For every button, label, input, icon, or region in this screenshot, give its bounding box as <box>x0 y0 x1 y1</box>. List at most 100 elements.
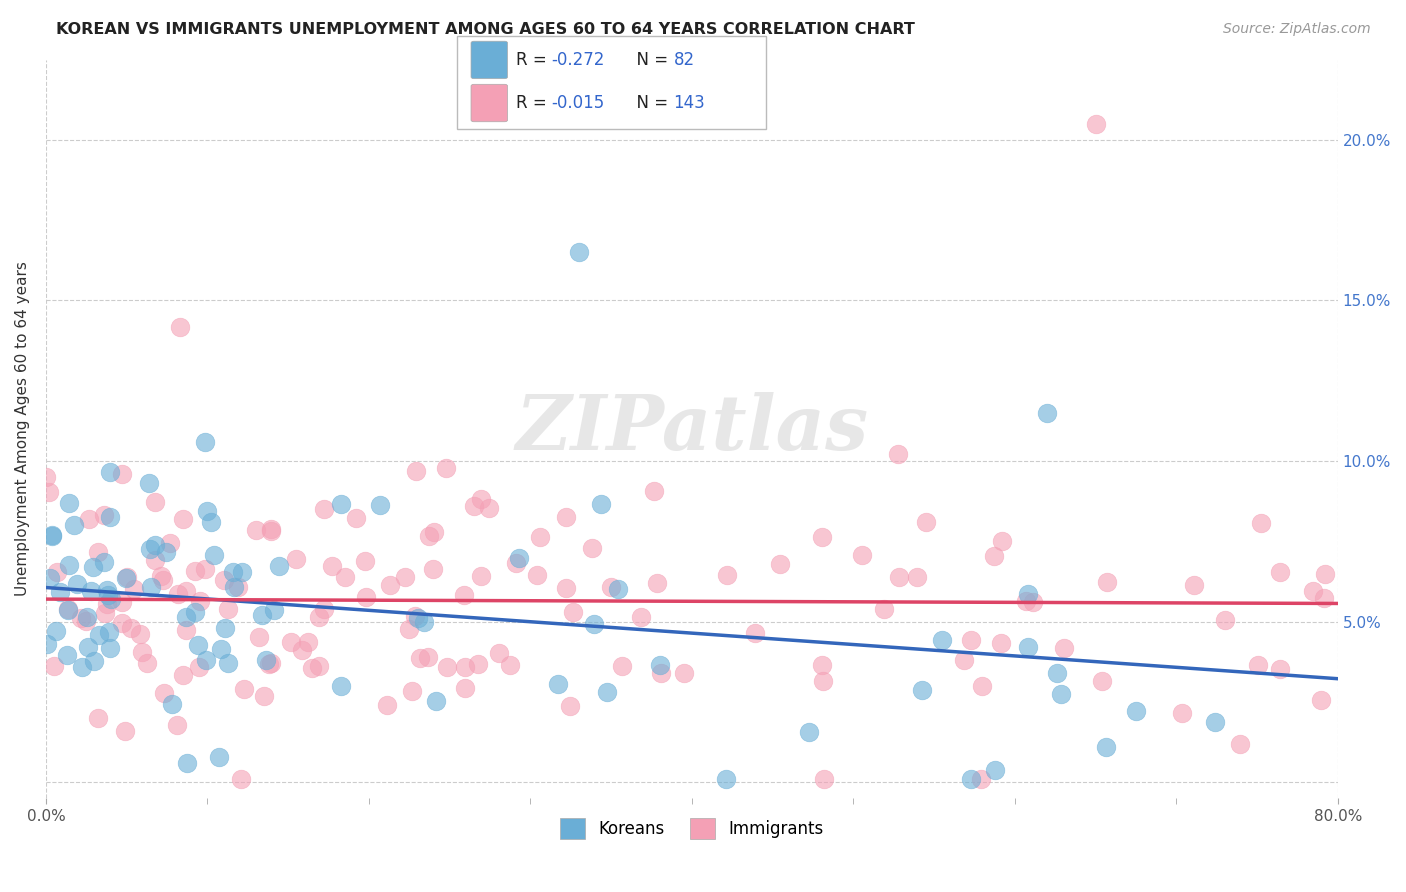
Point <box>217 656 239 670</box>
Point <box>152 686 174 700</box>
Point <box>135 656 157 670</box>
Point <box>1250 516 1272 530</box>
Point <box>98 466 121 480</box>
Point <box>1014 594 1036 608</box>
Point <box>583 616 606 631</box>
Point <box>406 611 429 625</box>
Point <box>174 610 197 624</box>
Point <box>589 497 612 511</box>
Point <box>478 500 501 515</box>
Point <box>87 545 110 559</box>
Text: Source: ZipAtlas.com: Source: ZipAtlas.com <box>1223 22 1371 37</box>
Point <box>470 568 492 582</box>
Point <box>297 635 319 649</box>
Point <box>58 558 80 572</box>
Point <box>409 651 432 665</box>
Point <box>41 529 63 543</box>
Point <box>990 635 1012 649</box>
Text: KOREAN VS IMMIGRANTS UNEMPLOYMENT AMONG AGES 60 TO 64 YEARS CORRELATION CHART: KOREAN VS IMMIGRANTS UNEMPLOYMENT AMONG … <box>56 22 915 37</box>
Point <box>714 772 737 786</box>
Point <box>247 630 270 644</box>
Point <box>56 602 79 616</box>
Point <box>226 580 249 594</box>
Point <box>526 567 548 582</box>
Point <box>983 549 1005 564</box>
Point <box>1017 640 1039 655</box>
Point <box>76 609 98 624</box>
Point <box>45 624 67 639</box>
Point <box>1313 591 1336 606</box>
Point <box>1213 613 1236 627</box>
Point <box>375 698 398 713</box>
Point <box>960 772 983 786</box>
Point <box>308 659 330 673</box>
Point <box>769 558 792 572</box>
Point <box>813 772 835 786</box>
Point <box>422 562 444 576</box>
Point <box>222 581 245 595</box>
Point <box>195 504 218 518</box>
Point <box>581 541 603 556</box>
Point <box>394 570 416 584</box>
Text: R =: R = <box>516 94 553 112</box>
Point <box>650 665 672 680</box>
Point <box>555 582 578 596</box>
Point <box>505 556 527 570</box>
Point <box>139 580 162 594</box>
Point <box>1053 641 1076 656</box>
Point <box>214 621 236 635</box>
Point <box>269 558 291 573</box>
Point <box>97 588 120 602</box>
Point <box>62 517 84 532</box>
Point <box>378 578 401 592</box>
Text: 143: 143 <box>673 94 706 112</box>
Point <box>38 485 60 500</box>
Point <box>187 638 209 652</box>
Point <box>260 524 283 538</box>
Point <box>229 772 252 786</box>
Point <box>630 609 652 624</box>
Point <box>405 464 427 478</box>
Point <box>93 555 115 569</box>
Point <box>93 508 115 522</box>
Point <box>463 500 485 514</box>
Point <box>887 447 910 461</box>
Point <box>308 609 330 624</box>
Text: R =: R = <box>516 51 553 69</box>
Point <box>70 660 93 674</box>
Point <box>1182 578 1205 592</box>
Point <box>260 522 283 536</box>
Point <box>138 475 160 490</box>
Point <box>436 660 458 674</box>
Point <box>98 510 121 524</box>
Point <box>1094 740 1116 755</box>
Point <box>873 602 896 616</box>
Point <box>1229 737 1251 751</box>
Point <box>368 498 391 512</box>
Point <box>202 548 225 562</box>
Point <box>76 640 98 654</box>
Point <box>139 541 162 556</box>
Point <box>42 658 65 673</box>
Point <box>1302 583 1324 598</box>
Point <box>508 550 530 565</box>
Point <box>470 491 492 506</box>
Point <box>1036 406 1059 420</box>
Point <box>398 622 420 636</box>
Point <box>129 627 152 641</box>
Point <box>69 611 91 625</box>
Point <box>970 772 993 786</box>
Point <box>991 533 1014 548</box>
Point <box>499 657 522 672</box>
Point <box>610 659 633 673</box>
Point <box>174 583 197 598</box>
Point <box>94 606 117 620</box>
Point <box>252 608 274 623</box>
Point <box>131 645 153 659</box>
Point <box>200 515 222 529</box>
Point <box>66 576 89 591</box>
Text: -0.015: -0.015 <box>551 94 605 112</box>
Point <box>321 559 343 574</box>
Point <box>467 657 489 671</box>
Point <box>55 648 77 662</box>
